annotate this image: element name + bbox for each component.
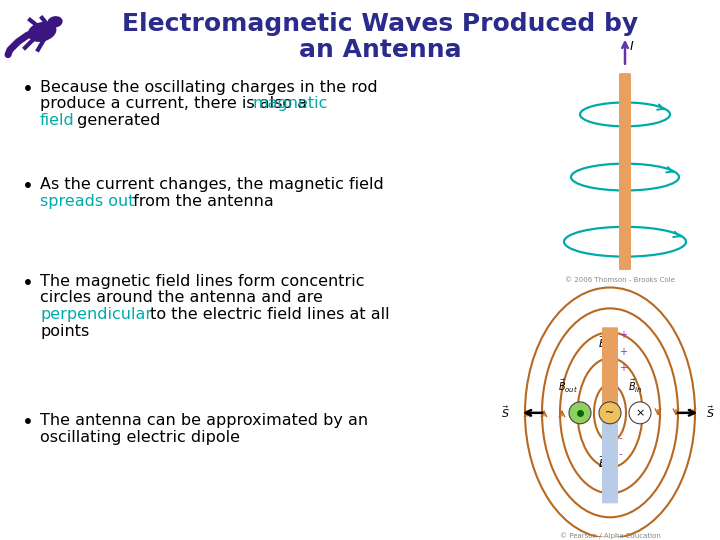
Text: -: -	[619, 449, 623, 458]
Text: from the antenna: from the antenna	[128, 194, 274, 209]
FancyBboxPatch shape	[619, 73, 631, 270]
Text: •: •	[22, 413, 34, 432]
Text: to the electric field lines at all: to the electric field lines at all	[145, 307, 390, 322]
Text: $\vec{B}_{in}$: $\vec{B}_{in}$	[628, 377, 642, 395]
Text: points: points	[40, 325, 89, 339]
Text: generated: generated	[72, 113, 161, 129]
Text: $\vec{E}$: $\vec{E}$	[598, 334, 607, 350]
Ellipse shape	[48, 17, 62, 27]
Text: Electromagnetic Waves Produced by: Electromagnetic Waves Produced by	[122, 12, 638, 36]
Text: oscillating electric dipole: oscillating electric dipole	[40, 430, 240, 445]
Text: $\vec{E}$: $\vec{E}$	[598, 454, 607, 470]
Circle shape	[569, 402, 591, 424]
Circle shape	[599, 402, 621, 424]
Text: The magnetic field lines form concentric: The magnetic field lines form concentric	[40, 274, 364, 288]
Text: i: i	[614, 345, 617, 355]
Text: •: •	[22, 274, 34, 293]
Text: © 2006 Thomson - Brooks Cole: © 2006 Thomson - Brooks Cole	[565, 276, 675, 282]
Text: As the current changes, the magnetic field: As the current changes, the magnetic fie…	[40, 177, 384, 192]
Text: $\vec{S}$: $\vec{S}$	[706, 404, 714, 420]
Text: I: I	[630, 40, 634, 53]
Text: -: -	[619, 433, 623, 443]
Text: magnetic: magnetic	[252, 97, 328, 111]
Text: perpendicular: perpendicular	[40, 307, 152, 322]
Text: •: •	[22, 177, 34, 196]
Text: The antenna can be approximated by an: The antenna can be approximated by an	[40, 413, 368, 428]
Text: i: i	[614, 467, 617, 476]
FancyBboxPatch shape	[602, 417, 618, 503]
Text: ~: ~	[606, 408, 615, 418]
Text: +: +	[619, 347, 627, 357]
Text: •: •	[22, 79, 34, 99]
Text: Because the oscillating charges in the rod: Because the oscillating charges in the r…	[40, 79, 377, 94]
Text: an Antenna: an Antenna	[299, 38, 462, 62]
Ellipse shape	[28, 23, 55, 41]
Circle shape	[629, 402, 651, 424]
Text: © Pearson / Alpha Education: © Pearson / Alpha Education	[559, 532, 660, 539]
Text: spreads out: spreads out	[40, 194, 135, 209]
Text: produce a current, there is also a: produce a current, there is also a	[40, 97, 312, 111]
Text: +: +	[619, 363, 627, 373]
Text: field: field	[40, 113, 75, 129]
Text: $\vec{B}_{out}$: $\vec{B}_{out}$	[558, 377, 578, 395]
Text: circles around the antenna and are: circles around the antenna and are	[40, 291, 323, 306]
Text: $\vec{S}$: $\vec{S}$	[500, 404, 509, 420]
Text: +: +	[619, 330, 627, 340]
FancyBboxPatch shape	[602, 327, 618, 409]
Text: ×: ×	[635, 408, 644, 418]
